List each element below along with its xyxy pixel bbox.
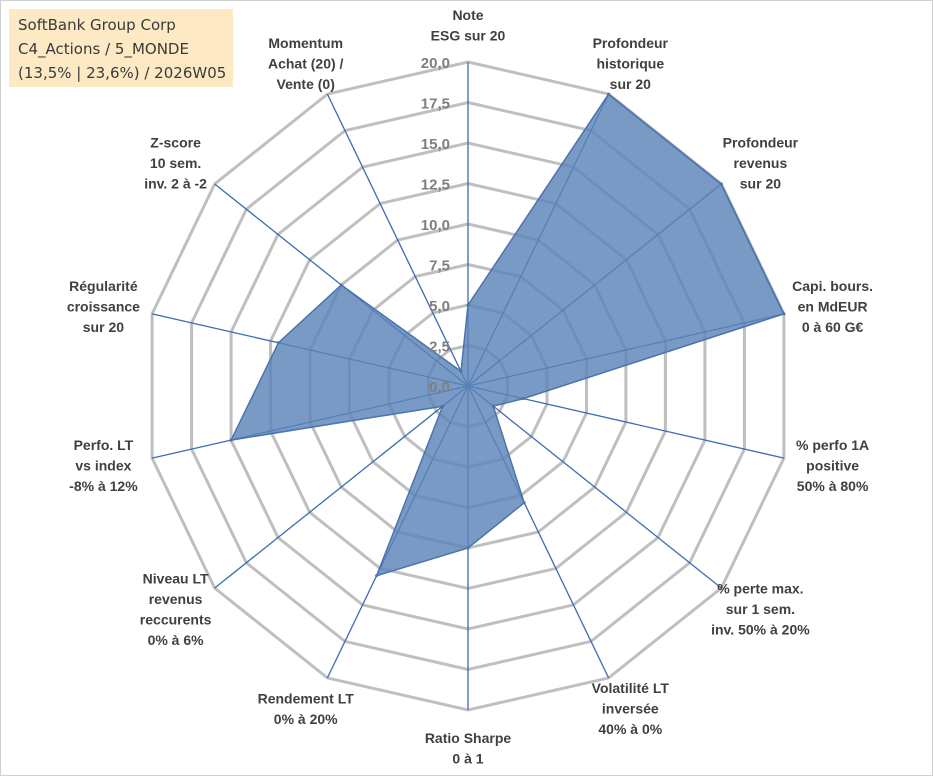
data-point: [719, 182, 723, 186]
data-point: [375, 574, 379, 578]
title-box: SoftBank Group Corp C4_Actions / 5_MONDE…: [9, 9, 233, 87]
data-point: [491, 404, 495, 408]
axis-label: Note ESG sur 20: [431, 7, 506, 44]
tick-label: 5,0: [429, 298, 450, 315]
axis-label: Volatilité LT inversée 40% à 0%: [592, 680, 670, 737]
data-point: [466, 546, 470, 550]
tick-label: 17,5: [421, 96, 450, 113]
tick-label: 10,0: [421, 217, 450, 234]
axis-label: Momentum Achat (20) / Vente (0): [268, 35, 344, 92]
tick-label: 2,5: [429, 339, 450, 356]
category-label: C4_Actions / 5_MONDE: [18, 40, 189, 58]
tick-layer: 0,0 2,5 5,0 7,5 10,0 12,5 15,0 17,5 20,0: [421, 55, 450, 396]
axis-label: Z-score 10 sem. inv. 2 à -2: [144, 134, 207, 191]
tick-label: 20,0: [421, 55, 450, 72]
data-point: [782, 312, 786, 316]
data-point: [607, 92, 611, 96]
data-point: [459, 369, 463, 373]
data-point: [522, 501, 526, 505]
area-layer: [229, 92, 786, 578]
axis-label: Perfo. LT vs index -8% à 12%: [69, 437, 138, 494]
data-point: [339, 283, 343, 287]
axis-label: Rendement LT 0% à 20%: [258, 690, 355, 727]
tick-label: 7,5: [429, 258, 450, 275]
axis-label: Ratio Sharpe 0 à 1: [425, 730, 512, 767]
tick-label: 15,0: [421, 136, 450, 153]
axis-label: % perfo 1A positive 50% à 80%: [796, 437, 869, 494]
axis-spoke: [326, 93, 469, 387]
axis-label: Profondeur historique sur 20: [593, 35, 669, 92]
tick-label: 0,0: [429, 379, 450, 396]
axis-label: Régularité croissance sur 20: [67, 278, 140, 335]
axis-spoke: [214, 385, 469, 589]
tick-label: 12,5: [421, 177, 450, 194]
data-point: [466, 303, 470, 307]
period-label: (13,5% | 23,6%) / 2026W05: [18, 64, 227, 82]
axis-label: Profondeur revenus sur 20: [723, 134, 799, 191]
data-point: [441, 404, 445, 408]
company-name: SoftBank Group Corp: [18, 16, 176, 34]
axis-spoke: [467, 385, 722, 589]
data-point: [229, 438, 233, 442]
axis-label: Capi. bours. en MdEUR 0 à 60 G€: [792, 278, 873, 335]
data-point: [277, 341, 280, 345]
data-point: [521, 397, 525, 401]
axis-label: Niveau LT revenus reccurents 0% à 6%: [140, 571, 212, 649]
axis-label: % perte max. sur 1 sem. inv. 50% à 20%: [711, 581, 810, 638]
label-layer: Note ESG sur 20 Profondeur historique sur 20…: [67, 7, 873, 767]
